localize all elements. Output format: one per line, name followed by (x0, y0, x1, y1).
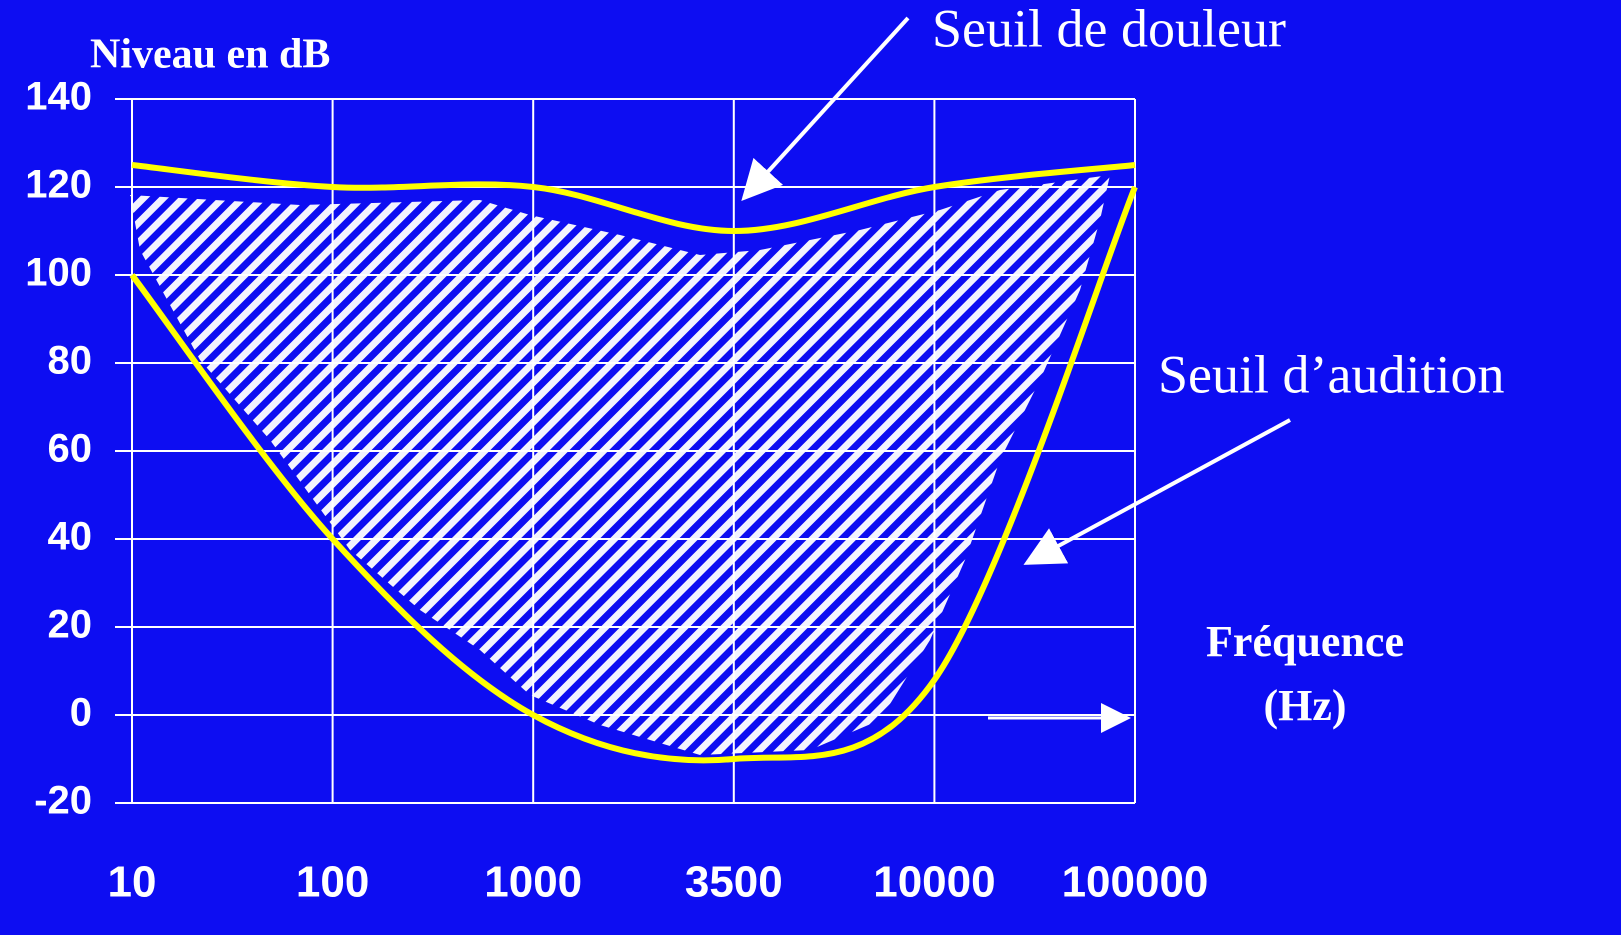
y-axis-label: Niveau en dB (90, 32, 330, 78)
y-tick-label: 40 (48, 515, 93, 559)
arrow (741, 16, 910, 201)
y-tick-label: 20 (48, 603, 93, 647)
y-tick-label: 0 (70, 691, 92, 735)
y-tick-label: 120 (25, 163, 92, 207)
line (131, 162, 1136, 235)
x-tick-label: 100 (296, 858, 369, 907)
x-axis-label: Fréquence (1206, 617, 1404, 666)
x-tick-label: 1000 (484, 858, 582, 907)
plot (129, 162, 1138, 764)
x-tick-label: 3500 (685, 858, 783, 907)
x-tick-label: 100000 (1062, 858, 1209, 907)
y-tick-label: -20 (34, 779, 92, 823)
annotation: Seuil d’audition (1158, 344, 1504, 404)
y-tick-label: 100 (25, 251, 92, 295)
annotation: Seuil de douleur (932, 0, 1286, 58)
audible-zone (130, 175, 1110, 755)
y-tick-label: 60 (48, 427, 93, 471)
line (129, 185, 1138, 764)
x-tick-label: 10 (108, 858, 157, 907)
arrow (1023, 418, 1291, 565)
y-tick-label: 80 (48, 339, 93, 383)
y-tick-label: 140 (25, 75, 92, 119)
x-axis-label: (Hz) (1263, 681, 1346, 730)
x-tick-label: 10000 (873, 858, 995, 907)
